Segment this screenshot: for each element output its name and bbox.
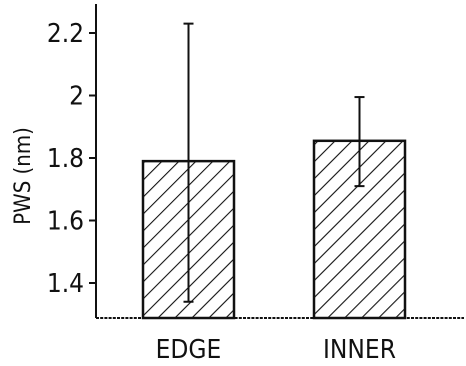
y-axis-label: PWS (nm) xyxy=(11,127,36,225)
y-tick-label: 1.6 xyxy=(47,207,84,237)
x-category-label: EDGE xyxy=(156,335,222,365)
y-tick-label: 1.8 xyxy=(47,144,84,174)
y-tick-label: 2 xyxy=(69,82,84,112)
y-tick-label: 2.2 xyxy=(47,19,84,49)
y-tick-label: 1.4 xyxy=(47,269,84,299)
plot-area: 1.4 1.6 1.8 2 2.2 EDGE INNER xyxy=(47,4,464,365)
x-category-label: INNER xyxy=(323,335,396,365)
